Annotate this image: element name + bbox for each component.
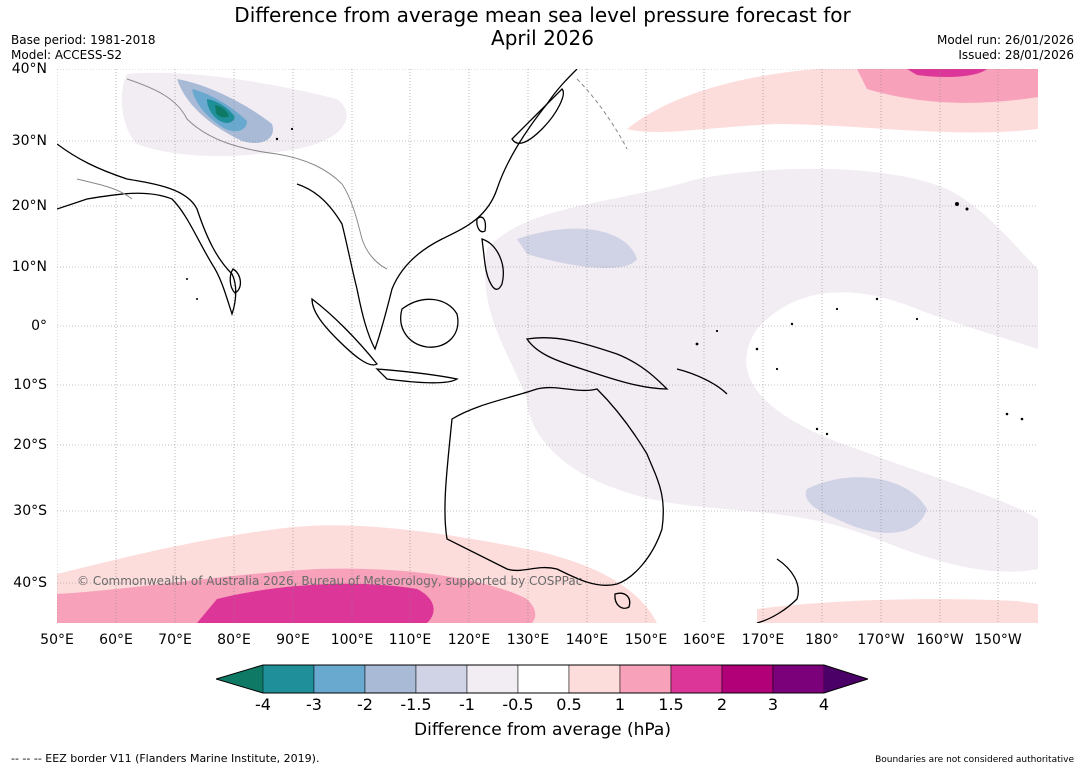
colorbar-tick: -2 bbox=[357, 695, 373, 714]
model-run: Model run: 26/01/2026 bbox=[936, 33, 1074, 47]
lon-label-160e: 160°E bbox=[682, 632, 726, 648]
lon-label-90e: 90°E bbox=[276, 632, 310, 648]
coast-taiwan bbox=[476, 216, 487, 233]
map-title: Difference from average mean sea level p… bbox=[0, 4, 1085, 50]
colorbar-tick: -3 bbox=[306, 695, 322, 714]
coast-png-islands bbox=[676, 368, 728, 395]
colorbar-bin bbox=[517, 664, 570, 694]
lon-label-130e: 130°E bbox=[506, 632, 550, 648]
colorbar-tick: -1 bbox=[459, 695, 475, 714]
boundary-note: Boundaries are not considered authoritat… bbox=[875, 755, 1074, 765]
lon-label-150e: 150°E bbox=[624, 632, 668, 648]
meta-right: Model run: 26/01/2026 Issued: 28/01/2026 bbox=[937, 33, 1074, 63]
colorbar-tick: -0.5 bbox=[502, 695, 534, 714]
lon-label-100e: 100°E bbox=[330, 632, 374, 648]
graticule bbox=[57, 69, 1038, 623]
colorbar-tick: -1.5 bbox=[400, 695, 432, 714]
colorbar-bin bbox=[466, 664, 519, 694]
lat-label-30s: 30°S bbox=[13, 503, 47, 519]
lon-label-120e: 120°E bbox=[447, 632, 491, 648]
colorbar-tick: 4 bbox=[818, 695, 830, 714]
country-borders bbox=[76, 78, 628, 270]
colorbar-bin bbox=[619, 664, 672, 694]
lon-label-80e: 80°E bbox=[217, 632, 251, 648]
lon-label-50e: 50°E bbox=[40, 632, 74, 648]
lon-label-140e: 140°E bbox=[565, 632, 609, 648]
coast-new-zealand bbox=[756, 558, 799, 623]
title-line-2: April 2026 bbox=[491, 26, 594, 50]
colorbar-label: Difference from average (hPa) bbox=[414, 720, 671, 740]
colorbar-bin bbox=[415, 664, 468, 694]
lat-label-10s: 10°S bbox=[13, 377, 47, 393]
colorbar-extend-high bbox=[824, 665, 868, 693]
colorbar-bin bbox=[313, 664, 366, 694]
meta-left: Base period: 1981-2018 Model: ACCESS-S2 bbox=[11, 33, 156, 63]
coast-tasmania bbox=[614, 592, 631, 609]
lon-label-70e: 70°E bbox=[158, 632, 192, 648]
coast-new-guinea bbox=[525, 337, 669, 390]
colorbar-tick: 1.5 bbox=[658, 695, 684, 714]
lon-label-60e: 60°E bbox=[99, 632, 133, 648]
lat-label-10n: 10°N bbox=[11, 259, 47, 275]
colorbar-outline bbox=[216, 664, 868, 694]
coast-sri-lanka bbox=[229, 268, 242, 294]
coastlines bbox=[57, 69, 799, 623]
lon-label-170e: 170°E bbox=[741, 632, 785, 648]
coast-borneo bbox=[400, 298, 459, 348]
colorbar-bin bbox=[772, 664, 825, 694]
copyright-text: © Commonwealth of Australia 2026, Bureau… bbox=[77, 574, 582, 588]
lon-label-160w: 160°W bbox=[916, 632, 964, 648]
lon-label-170w: 170°W bbox=[857, 632, 905, 648]
colorbar-tick: -4 bbox=[255, 695, 271, 714]
colorbar-tick: 0.5 bbox=[556, 695, 582, 714]
colorbar-tick: 2 bbox=[716, 695, 728, 714]
lon-label-110e: 110°E bbox=[388, 632, 432, 648]
colorbar-bin bbox=[670, 664, 723, 694]
lat-label-40n: 40°N bbox=[11, 61, 47, 77]
colorbar-bin bbox=[262, 664, 315, 694]
title-line-1: Difference from average mean sea level p… bbox=[234, 3, 851, 27]
pacific-islands bbox=[186, 127, 1024, 436]
pressure-anomaly-map: © Commonwealth of Australia 2026, Bureau… bbox=[57, 69, 1038, 623]
coast-east-asia bbox=[296, 69, 578, 351]
colorbar-bin bbox=[364, 664, 417, 694]
colorbar-bin bbox=[568, 664, 621, 694]
issued-date: Issued: 28/01/2026 bbox=[958, 48, 1074, 62]
coast-japan bbox=[511, 88, 564, 144]
lat-label-30n: 30°N bbox=[11, 133, 47, 149]
coast-philippines bbox=[481, 238, 504, 290]
base-period: Base period: 1981-2018 bbox=[11, 33, 156, 47]
coast-java bbox=[375, 368, 459, 384]
colorbar-extend-low bbox=[216, 665, 263, 693]
colorbar-tick: 3 bbox=[767, 695, 779, 714]
colorbar-tick: 1 bbox=[614, 695, 626, 714]
coast-sumatra bbox=[311, 297, 378, 366]
lon-label-150w: 150°W bbox=[974, 632, 1022, 648]
lat-label-20n: 20°N bbox=[11, 198, 47, 214]
colorbar-bin bbox=[721, 664, 774, 694]
eez-note: -- -- -- EEZ border V11 (Flanders Marine… bbox=[11, 752, 320, 765]
anomaly-shading bbox=[57, 69, 1038, 623]
lat-label-20s: 20°S bbox=[13, 437, 47, 453]
lat-label-40s: 40°S bbox=[13, 575, 47, 591]
model-name: Model: ACCESS-S2 bbox=[11, 48, 123, 62]
lon-label-180: 180° bbox=[805, 632, 839, 648]
lat-label-0: 0° bbox=[31, 318, 47, 334]
colorbar bbox=[216, 664, 868, 694]
coast-australia bbox=[444, 386, 664, 586]
